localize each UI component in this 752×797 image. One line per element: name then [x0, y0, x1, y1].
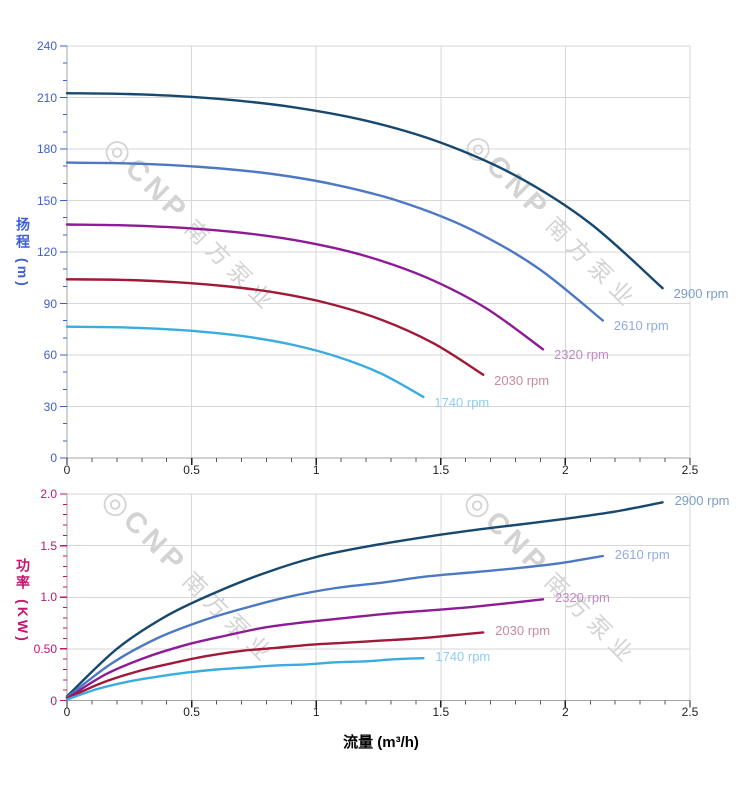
head-curve-2030-rpm — [65, 278, 485, 376]
power-curve-2320-rpm — [65, 598, 545, 700]
power-curve-2030-rpm — [65, 631, 485, 700]
power-curve-2610-rpm — [65, 554, 604, 699]
head-curve-2320-rpm — [65, 223, 545, 351]
power-curve-1740-rpm — [65, 657, 425, 701]
head-curve-2610-rpm — [65, 161, 604, 322]
power-curve-2900-rpm — [65, 501, 664, 698]
head-curve-2900-rpm — [65, 92, 664, 290]
head-curve-1740-rpm — [65, 325, 425, 399]
